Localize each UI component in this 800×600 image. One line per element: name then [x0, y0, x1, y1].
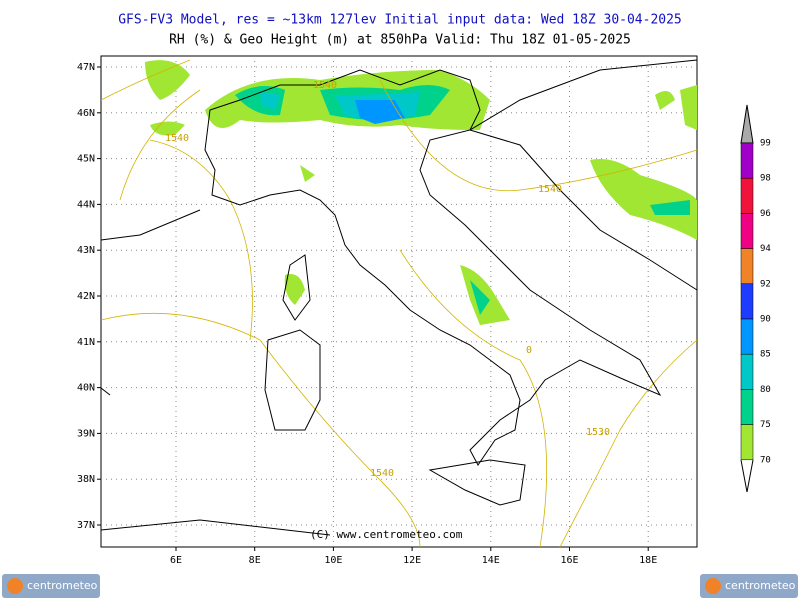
- lat-label: 37N: [77, 520, 95, 531]
- lat-label: 44N: [77, 199, 95, 210]
- colorbar-arrow-top: [740, 104, 754, 144]
- colorbar-label: 70: [760, 455, 771, 465]
- map-frame: [100, 55, 698, 548]
- colorbar-label: 90: [760, 315, 771, 325]
- lon-label: 16E: [560, 555, 578, 566]
- colorbar-label: 92: [760, 279, 771, 289]
- colorbar-label: 85: [760, 350, 771, 360]
- colorbar-segment: [740, 142, 754, 179]
- colorbar-segment: [740, 353, 754, 390]
- lon-label: 8E: [249, 555, 261, 566]
- colorbar-label: 75: [760, 420, 771, 430]
- contour-label: 0: [526, 345, 532, 356]
- colorbar-label: 99: [760, 139, 771, 149]
- contour-label: 1540: [165, 133, 189, 144]
- logo-box: [700, 574, 798, 598]
- contour-label: 1540: [370, 468, 394, 479]
- colorbar-segment: [740, 424, 754, 461]
- credit: (C) www.centrometeo.com: [310, 528, 463, 541]
- colorbar-label: 96: [760, 209, 771, 219]
- lon-label: 14E: [482, 555, 500, 566]
- lat-label: 39N: [77, 428, 95, 439]
- lon-label: 10E: [324, 555, 342, 566]
- lat-label: 40N: [77, 383, 95, 394]
- lon-label: 12E: [403, 555, 421, 566]
- logo-box: [2, 574, 100, 598]
- contour-label: 1540: [313, 80, 337, 91]
- colorbar-label: 98: [760, 174, 771, 184]
- contour-label: 1540: [538, 184, 562, 195]
- lat-label: 46N: [77, 108, 95, 119]
- coastlines: [100, 59, 698, 536]
- logo-left: centrometeo: [2, 574, 100, 598]
- colorbar-segment: [740, 177, 754, 214]
- logo-icon: [7, 578, 23, 594]
- contour-label: 1530: [586, 427, 610, 438]
- colorbar-segment: [740, 283, 754, 320]
- logo-icon: [705, 578, 721, 594]
- logo-text: centrometeo: [27, 579, 98, 592]
- colorbar-segment: [740, 213, 754, 249]
- lat-label: 42N: [77, 291, 95, 302]
- subtitle: RH (%) & Geo Height (m) at 850hPa Valid:…: [169, 33, 631, 48]
- lat-label: 41N: [77, 337, 95, 348]
- colorbar-segment: [740, 389, 754, 425]
- colorbar-segment: [740, 318, 754, 355]
- rh-areas: [145, 60, 697, 326]
- lat-label: 38N: [77, 474, 95, 485]
- lat-label: 47N: [77, 62, 95, 73]
- lat-label: 43N: [77, 245, 95, 256]
- colorbar-label: 80: [760, 385, 771, 395]
- lon-label: 18E: [639, 555, 657, 566]
- colorbar: 99 98 96 94 92 90 85 80 75 70: [740, 104, 771, 493]
- geopotential-contours: [100, 59, 698, 548]
- title: GFS-FV3 Model, res = ~13km 127lev Initia…: [118, 13, 682, 28]
- lat-label: 45N: [77, 154, 95, 165]
- lon-label: 6E: [170, 555, 182, 566]
- logo-text: centrometeo: [725, 579, 796, 592]
- colorbar-label: 94: [760, 244, 771, 254]
- colorbar-segment: [740, 248, 754, 285]
- map: 1540 1540 1540 1530 1540 0 (C) www.centr…: [100, 55, 698, 548]
- logo-right: centrometeo: [700, 574, 798, 598]
- colorbar-arrow-bottom: [740, 459, 754, 493]
